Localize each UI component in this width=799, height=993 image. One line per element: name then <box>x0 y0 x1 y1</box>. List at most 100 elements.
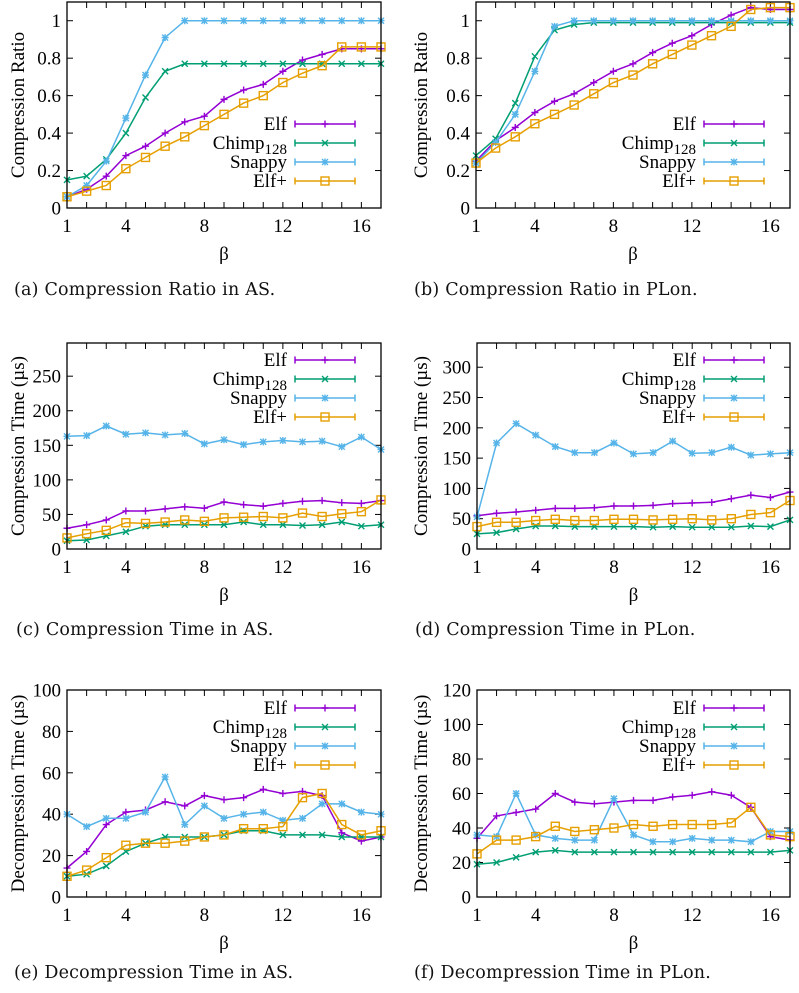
data-point <box>318 497 326 505</box>
data-point <box>240 810 248 818</box>
y-tick-label: 250 <box>33 367 62 388</box>
data-point <box>102 814 110 822</box>
data-point <box>708 449 716 457</box>
data-point <box>318 831 326 839</box>
data-point <box>220 60 228 68</box>
legend-label: Chimp128 <box>213 133 287 158</box>
data-point <box>727 523 735 531</box>
data-point <box>220 814 228 822</box>
data-point <box>101 852 111 863</box>
y-tick-label: 1 <box>52 11 62 32</box>
data-point <box>551 443 559 451</box>
data-point <box>83 172 91 180</box>
data-point <box>649 449 657 457</box>
x-tick-label: 12 <box>682 216 701 237</box>
legend-marker <box>320 760 330 770</box>
y-axis-title: Compression Ratio <box>8 32 29 178</box>
data-point <box>122 528 130 536</box>
data-point <box>240 501 248 509</box>
data-point <box>122 808 130 816</box>
y-tick-label: 0.6 <box>37 86 61 107</box>
data-point <box>279 17 287 25</box>
y-tick-label: 150 <box>33 436 62 457</box>
data-point <box>629 17 637 25</box>
data-point <box>259 521 267 529</box>
chart-c: 1 4 8 12 16 0 50 100 150 200 250 β Compression Time … <box>8 342 386 606</box>
data-point <box>549 109 560 120</box>
data-point <box>142 142 149 150</box>
data-point <box>219 830 229 840</box>
data-point <box>181 521 189 529</box>
data-point <box>338 800 346 808</box>
x-tick-label: 16 <box>352 216 371 237</box>
data-point <box>570 515 580 526</box>
data-point <box>299 60 306 68</box>
legend-item: Snappy <box>230 388 356 409</box>
data-point <box>161 773 169 781</box>
data-point <box>318 17 326 25</box>
legend-label: Snappy <box>230 736 288 757</box>
data-point <box>531 67 539 75</box>
x-axis-title: β <box>219 933 229 954</box>
data-point <box>278 821 288 832</box>
data-point <box>687 40 697 50</box>
data-point <box>648 515 658 525</box>
x-axis-title: β <box>628 244 638 265</box>
data-point <box>667 514 678 525</box>
plot-border <box>66 342 382 550</box>
data-point <box>297 508 308 518</box>
data-point <box>609 514 619 525</box>
x-tick-label: 12 <box>273 216 292 237</box>
data-point <box>491 835 502 845</box>
x-tick-label: 8 <box>200 557 210 578</box>
y-tick-label: 100 <box>443 715 472 736</box>
data-point <box>81 529 92 539</box>
y-tick-label: 0 <box>461 199 471 220</box>
y-tick-label: 20 <box>452 853 471 874</box>
legend-item: Chimp128 <box>622 369 765 394</box>
legend-marker <box>321 704 329 712</box>
data-point <box>140 152 151 163</box>
data-point <box>240 86 248 94</box>
x-tick-label: 12 <box>273 557 292 578</box>
x-tick-label: 1 <box>471 216 481 237</box>
x-tick-label: 4 <box>530 216 540 237</box>
data-point <box>220 796 228 804</box>
y-tick-label: 1 <box>461 11 471 32</box>
y-tick-label: 80 <box>42 722 61 743</box>
series-line <box>476 806 791 855</box>
data-point <box>688 791 696 799</box>
data-point <box>122 507 130 515</box>
data-point <box>765 2 776 13</box>
data-point <box>219 513 229 523</box>
data-point <box>688 17 696 25</box>
data-point <box>200 802 208 810</box>
data-point <box>571 449 579 457</box>
data-point <box>279 67 287 75</box>
data-point <box>160 838 170 848</box>
data-point <box>649 49 657 57</box>
data-point <box>510 132 520 142</box>
series-chimp128 <box>63 518 385 545</box>
series-elf- <box>472 495 795 532</box>
data-point <box>279 816 287 824</box>
series-elf- <box>62 788 386 881</box>
legend-label: Elf+ <box>662 755 696 776</box>
data-point <box>259 808 267 816</box>
data-point <box>669 437 677 445</box>
caption-d: (d) Compression Time in PLon. <box>415 620 696 640</box>
data-point <box>299 17 306 25</box>
data-point <box>687 514 697 524</box>
legend-marker <box>321 723 329 731</box>
data-point <box>102 422 110 430</box>
legend-label: Elf <box>264 114 288 135</box>
data-point <box>669 523 677 531</box>
series-chimp128 <box>473 846 794 868</box>
data-point <box>122 114 130 122</box>
data-point <box>338 829 346 837</box>
data-point <box>746 509 756 520</box>
data-point <box>512 790 520 797</box>
series-line <box>476 499 791 528</box>
legend-label: Snappy <box>639 388 697 409</box>
